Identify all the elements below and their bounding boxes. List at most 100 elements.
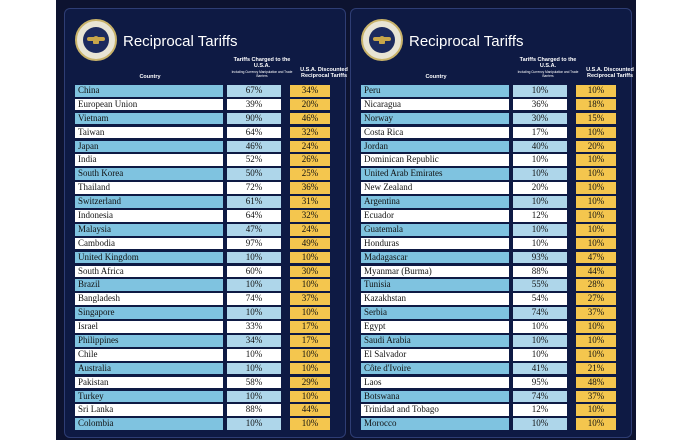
- discounted-tariff-cell: 21%: [576, 362, 616, 375]
- table-row: Ecuador 12% 10%: [361, 209, 623, 223]
- tariff-charged-cell: 30%: [513, 112, 567, 125]
- tariff-charged-cell: 41%: [513, 362, 567, 375]
- header-country: Country: [425, 74, 447, 80]
- discounted-tariff-cell: 10%: [576, 404, 616, 417]
- discounted-tariff-cell: 37%: [290, 293, 330, 305]
- tariff-charged-cell: 61%: [227, 196, 281, 208]
- discounted-tariff-cell: 10%: [290, 279, 330, 292]
- country-cell: Serbia: [361, 307, 509, 319]
- tariff-charged-cell: 58%: [227, 376, 281, 389]
- discounted-tariff-cell: 29%: [290, 376, 330, 389]
- discounted-tariff-cell: 10%: [290, 348, 330, 361]
- discounted-tariff-cell: 30%: [290, 265, 330, 278]
- header-tariffs-charged-label: Tariffs Charged to the U.S.A.: [519, 57, 577, 69]
- discounted-tariff-cell: 44%: [576, 265, 616, 278]
- country-cell: Dominican Republic: [361, 154, 509, 167]
- panel-title: Reciprocal Tariffs: [123, 33, 238, 50]
- discounted-tariff-cell: 10%: [576, 348, 616, 361]
- table-row: South Korea 50% 25%: [75, 167, 337, 181]
- tariff-charged-cell: 12%: [513, 210, 567, 222]
- tariff-charged-cell: 74%: [227, 293, 281, 305]
- country-cell: European Union: [75, 98, 223, 111]
- country-cell: China: [75, 85, 223, 97]
- tariff-charged-cell: 54%: [513, 293, 567, 305]
- tariff-charged-cell: 10%: [513, 154, 567, 167]
- discounted-tariff-cell: 10%: [576, 182, 616, 194]
- country-cell: Egypt: [361, 321, 509, 333]
- table-row: New Zealand 20% 10%: [361, 181, 623, 195]
- country-cell: Switzerland: [75, 196, 223, 208]
- table-row: Australia 10% 10%: [75, 362, 337, 376]
- table-row: Myanmar (Burma) 88% 44%: [361, 265, 623, 279]
- discounted-tariff-cell: 10%: [290, 390, 330, 403]
- country-cell: Saudi Arabia: [361, 335, 509, 347]
- discounted-tariff-cell: 18%: [576, 98, 616, 111]
- table-row: South Africa 60% 30%: [75, 265, 337, 279]
- tariff-charged-cell: 10%: [513, 335, 567, 347]
- country-cell: Morocco: [361, 418, 509, 430]
- table-row: Trinidad and Tobago 12% 10%: [361, 403, 623, 417]
- country-cell: Botswana: [361, 390, 509, 403]
- discounted-tariff-cell: 31%: [290, 196, 330, 208]
- discounted-tariff-cell: 10%: [576, 223, 616, 236]
- table-row: United Kingdom 10% 10%: [75, 251, 337, 265]
- tariff-charged-cell: 52%: [227, 154, 281, 167]
- tariff-charged-cell: 12%: [513, 404, 567, 417]
- discounted-tariff-cell: 36%: [290, 182, 330, 194]
- country-cell: Vietnam: [75, 112, 223, 125]
- table-row: Indonesia 64% 32%: [75, 209, 337, 223]
- header-tariffs-charged: Tariffs Charged to the U.S.A. Including …: [229, 57, 295, 78]
- tariff-charged-cell: 95%: [513, 376, 567, 389]
- discounted-tariff-cell: 17%: [290, 335, 330, 347]
- table-row: Colombia 10% 10%: [75, 417, 337, 431]
- table-row: Argentina 10% 10%: [361, 195, 623, 209]
- tariff-charged-cell: 10%: [513, 168, 567, 180]
- discounted-tariff-cell: 24%: [290, 140, 330, 153]
- table-row: Morocco 10% 10%: [361, 417, 623, 431]
- tariff-charged-cell: 88%: [227, 404, 281, 417]
- tariff-panel-left: Reciprocal Tariffs Country Tariffs Charg…: [64, 8, 348, 438]
- table-row: Laos 95% 48%: [361, 376, 623, 390]
- table-row: Israel 33% 17%: [75, 320, 337, 334]
- header-country: Country: [139, 74, 161, 80]
- tariff-charged-cell: 39%: [227, 98, 281, 111]
- discounted-tariff-cell: 47%: [576, 251, 616, 264]
- country-cell: Ecuador: [361, 210, 509, 222]
- header-discounted-tariffs: U.S.A. Discounted Reciprocal Tariffs: [586, 67, 634, 79]
- discounted-tariff-cell: 32%: [290, 126, 330, 139]
- discounted-tariff-cell: 10%: [576, 154, 616, 167]
- country-cell: Guatemala: [361, 223, 509, 236]
- discounted-tariff-cell: 10%: [576, 418, 616, 430]
- country-cell: United Arab Emirates: [361, 168, 509, 180]
- tariff-charged-cell: 10%: [513, 348, 567, 361]
- table-row: El Salvador 10% 10%: [361, 348, 623, 362]
- table-row: China 67% 34%: [75, 84, 337, 98]
- discounted-tariff-cell: 44%: [290, 404, 330, 417]
- discounted-tariff-cell: 10%: [576, 335, 616, 347]
- table-row: Bangladesh 74% 37%: [75, 292, 337, 306]
- table-row: Thailand 72% 36%: [75, 181, 337, 195]
- discounted-tariff-cell: 10%: [576, 126, 616, 139]
- country-cell: Nicaragua: [361, 98, 509, 111]
- tariff-charged-cell: 67%: [227, 85, 281, 97]
- country-cell: Taiwan: [75, 126, 223, 139]
- table-row: Japan 46% 24%: [75, 140, 337, 154]
- table-row: European Union 39% 20%: [75, 98, 337, 112]
- discounted-tariff-cell: 46%: [290, 112, 330, 125]
- country-cell: Singapore: [75, 307, 223, 319]
- country-cell: Philippines: [75, 335, 223, 347]
- country-cell: South Korea: [75, 168, 223, 180]
- table-row: Turkey 10% 10%: [75, 390, 337, 404]
- country-cell: El Salvador: [361, 348, 509, 361]
- country-cell: Kazakhstan: [361, 293, 509, 305]
- discounted-tariff-cell: 27%: [576, 293, 616, 305]
- table-row: Brazil 10% 10%: [75, 278, 337, 292]
- tariff-charged-cell: 64%: [227, 126, 281, 139]
- country-cell: Laos: [361, 376, 509, 389]
- header-tariffs-charged-note: Including Currency Manipulation and Trad…: [231, 70, 293, 78]
- discounted-tariff-cell: 10%: [576, 196, 616, 208]
- country-cell: Turkey: [75, 390, 223, 403]
- tariff-rows-left: China 67% 34% European Union 39% 20% Vietnam 90…: [75, 84, 337, 431]
- table-row: Switzerland 61% 31%: [75, 195, 337, 209]
- tariff-charged-cell: 50%: [227, 168, 281, 180]
